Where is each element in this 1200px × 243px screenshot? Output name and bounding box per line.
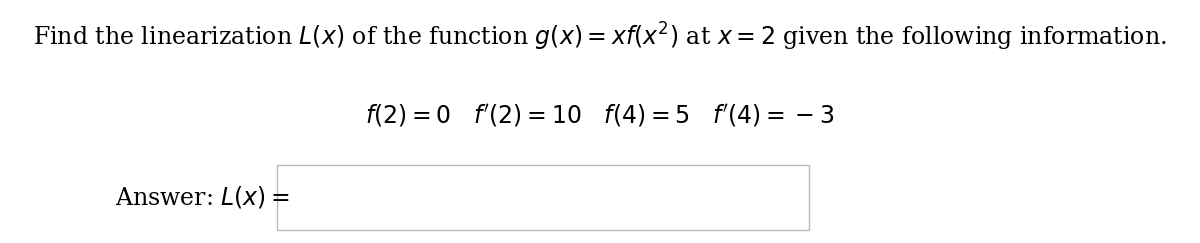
Text: Answer: $L(x) =$: Answer: $L(x) =$	[115, 184, 290, 210]
Text: $f(2) = 0$   $f'(2) = 10$   $f(4) = 5$   $f'(4) = -3$: $f(2) = 0$ $f'(2) = 10$ $f(4) = 5$ $f'(4…	[366, 102, 834, 129]
Text: Find the linearization $L(x)$ of the function $g(x) = xf(x^2)$ at $x = 2$ given : Find the linearization $L(x)$ of the fun…	[34, 21, 1166, 53]
FancyBboxPatch shape	[277, 165, 809, 230]
